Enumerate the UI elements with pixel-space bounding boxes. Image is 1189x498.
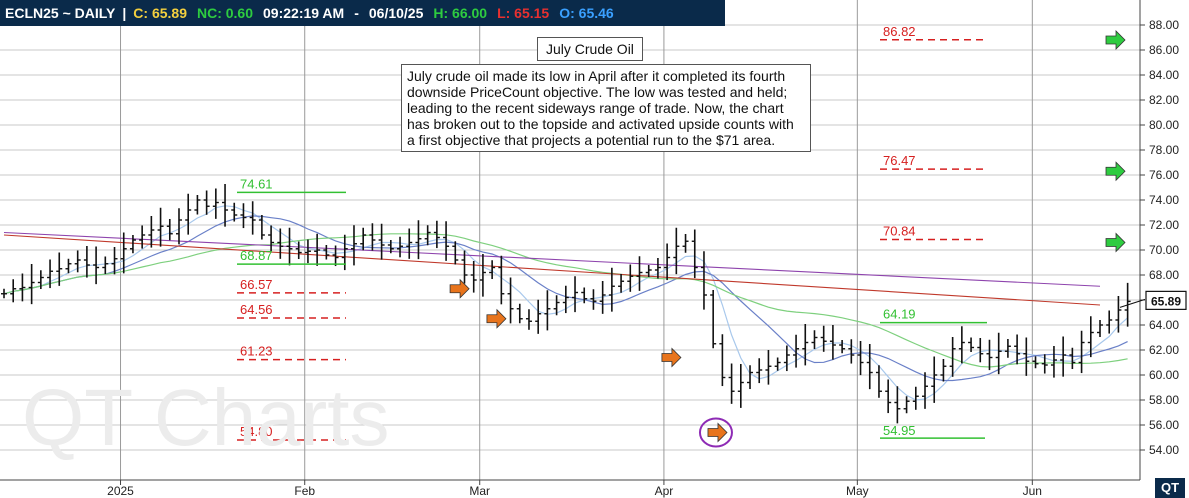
x-tick-label: Mar <box>469 484 490 498</box>
x-tick-label: 2025 <box>107 484 134 498</box>
trend-series-line <box>3 231 1101 287</box>
y-tick-label: 88.00 <box>1149 18 1179 32</box>
y-tick-label: 80.00 <box>1149 118 1179 132</box>
arrow-marker <box>661 347 682 368</box>
level-label: 64.56 <box>240 302 273 317</box>
open-value: O: 65.46 <box>559 5 614 21</box>
y-tick-label: 60.00 <box>1149 368 1179 382</box>
y-tick-label: 86.00 <box>1149 43 1179 57</box>
arrow-marker <box>449 278 470 299</box>
y-tick-label: 62.00 <box>1149 343 1179 357</box>
y-tick-label: 58.00 <box>1149 393 1179 407</box>
level-label: 70.84 <box>883 224 916 239</box>
trend-series-line <box>3 234 1101 306</box>
y-tick-label: 70.00 <box>1149 243 1179 257</box>
symbol-label: ECLN25 ~ DAILY <box>5 5 116 21</box>
level-label: 66.57 <box>240 277 273 292</box>
last-price-box <box>1145 290 1187 310</box>
level-label: 74.61 <box>240 176 273 191</box>
chart-title: July Crude Oil <box>537 37 643 61</box>
level-label: 61.23 <box>240 344 273 359</box>
time-value: 09:22:19 AM <box>263 5 345 21</box>
net-change-value: NC: 0.60 <box>196 5 254 21</box>
arrow-marker <box>1105 161 1126 182</box>
annotation-note: July crude oil made its low in April aft… <box>401 64 811 152</box>
qt-logo: QT <box>1155 478 1185 498</box>
arrow-marker <box>1105 30 1126 50</box>
x-tick-label: Jun <box>1023 484 1042 498</box>
date-value: 06/10/25 <box>368 5 424 21</box>
last-price-label: 65.89 <box>1151 294 1181 308</box>
watermark: QT Charts <box>22 373 390 462</box>
y-tick-label: 82.00 <box>1149 93 1179 107</box>
quote-header: ECLN25 ~ DAILY | C: 65.89 NC: 0.60 09:22… <box>0 0 725 26</box>
last-price-pointer <box>1119 298 1146 308</box>
y-tick-label: 68.00 <box>1149 268 1179 282</box>
x-tick-label: Feb <box>294 484 315 498</box>
x-tick-label: Apr <box>655 484 674 498</box>
x-tick-label: May <box>846 484 869 498</box>
level-label: 54.80 <box>240 424 273 439</box>
low-value: L: 65.15 <box>497 5 550 21</box>
highlight-circle <box>698 417 733 448</box>
y-tick-label: 76.00 <box>1149 168 1179 182</box>
level-label: 64.19 <box>883 307 916 322</box>
y-tick-label: 74.00 <box>1149 193 1179 207</box>
moving-average-line <box>3 233 1128 368</box>
y-tick-label: 56.00 <box>1149 418 1179 432</box>
high-value: H: 66.00 <box>433 5 488 21</box>
y-tick-label: 64.00 <box>1149 318 1179 332</box>
arrow-marker <box>707 422 728 443</box>
arrow-marker <box>486 308 507 329</box>
header-separator: | <box>122 5 127 21</box>
y-tick-label: 78.00 <box>1149 143 1179 157</box>
arrow-marker <box>1105 232 1126 253</box>
level-label: 68.87 <box>240 248 273 263</box>
level-label: 54.95 <box>883 423 916 438</box>
level-label: 76.47 <box>883 153 916 168</box>
y-tick-label: 84.00 <box>1149 68 1179 82</box>
close-value: C: 65.89 <box>133 5 187 21</box>
y-tick-label: 72.00 <box>1149 218 1179 232</box>
header-dash: - <box>354 5 359 21</box>
level-label: 86.82 <box>883 24 916 39</box>
y-tick-label: 54.00 <box>1149 443 1179 457</box>
